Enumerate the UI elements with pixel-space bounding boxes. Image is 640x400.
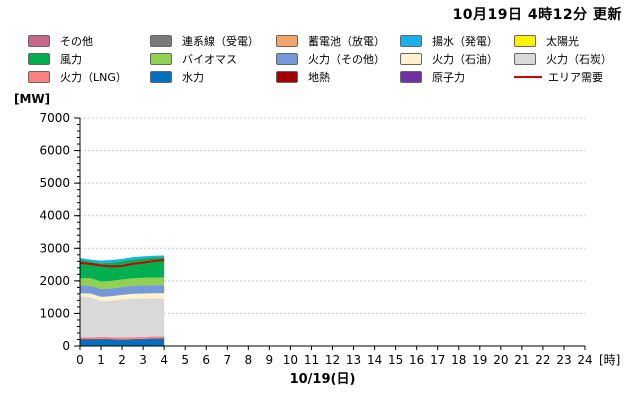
- x-tick-label: 17: [430, 353, 445, 367]
- x-unit-label: [時]: [599, 353, 620, 367]
- legend-label: 揚水（発電）: [432, 35, 498, 48]
- area-series: [80, 293, 165, 302]
- legend-item: 火力（その他）: [276, 52, 385, 66]
- y-tick-label: 3000: [39, 241, 70, 255]
- legend-label: バイオマス: [182, 53, 237, 66]
- area-series: [80, 285, 165, 297]
- legend-swatch: [150, 71, 172, 83]
- legend-swatch: [28, 35, 50, 47]
- x-tick-label: 5: [181, 353, 189, 367]
- x-tick-label: 4: [160, 353, 168, 367]
- x-tick-label: 16: [409, 353, 424, 367]
- legend-label: 火力（石油）: [432, 53, 498, 66]
- legend-label: エリア需要: [548, 71, 603, 84]
- legend-swatch: [514, 76, 542, 78]
- legend-swatch: [400, 35, 422, 47]
- x-tick-label: 7: [223, 353, 231, 367]
- legend-label: 地熱: [308, 71, 330, 84]
- legend-label: 水力: [182, 71, 204, 84]
- chart-legend: その他 連系線（受電） 蓄電池（放電） 揚水（発電） 太陽光風力 バイオマス 火力（その他）…: [0, 0, 640, 90]
- legend-item: 連系線（受電）: [150, 34, 259, 48]
- legend-label: 蓄電池（放電）: [308, 35, 385, 48]
- update-timestamp: 10月19日 4時12分 更新: [452, 7, 622, 23]
- area-series: [80, 296, 165, 338]
- legend-label: 火力（LNG）: [60, 71, 127, 84]
- y-axis-unit-label: [MW]: [14, 92, 51, 106]
- legend-swatch: [28, 71, 50, 83]
- area-series: [80, 336, 165, 340]
- x-tick-label: 21: [514, 353, 529, 367]
- legend-label: 火力（石炭）: [546, 53, 612, 66]
- legend-item: その他: [28, 34, 93, 48]
- y-tick-label: 7000: [39, 111, 70, 125]
- x-tick-label: 19: [472, 353, 487, 367]
- legend-swatch: [514, 53, 536, 65]
- legend-swatch: [276, 53, 298, 65]
- y-tick-label: 0: [62, 339, 70, 353]
- y-tick-label: 5000: [39, 176, 70, 190]
- x-tick-label: 1: [97, 353, 105, 367]
- x-tick-label: 0: [76, 353, 84, 367]
- legend-swatch: [28, 53, 50, 65]
- x-tick-label: 10: [283, 353, 298, 367]
- legend-item: 火力（LNG）: [28, 70, 127, 84]
- y-tick-label: 1000: [39, 306, 70, 320]
- x-tick-label: 2: [118, 353, 126, 367]
- legend-swatch: [276, 71, 298, 83]
- legend-label: その他: [60, 35, 93, 48]
- legend-item: 風力: [28, 52, 82, 66]
- x-tick-label: 8: [245, 353, 253, 367]
- legend-item: バイオマス: [150, 52, 237, 66]
- legend-label: 連系線（受電）: [182, 35, 259, 48]
- legend-item: 火力（石炭）: [514, 52, 612, 66]
- x-tick-label: 9: [266, 353, 274, 367]
- legend-swatch: [400, 53, 422, 65]
- legend-swatch: [400, 71, 422, 83]
- x-tick-label: 15: [388, 353, 403, 367]
- y-tick-label: 6000: [39, 144, 70, 158]
- x-tick-label: 11: [304, 353, 319, 367]
- legend-item: 原子力: [400, 70, 465, 84]
- legend-label: 火力（その他）: [308, 53, 385, 66]
- legend-swatch: [150, 53, 172, 65]
- legend-swatch: [150, 35, 172, 47]
- legend-item: 太陽光: [514, 34, 579, 48]
- legend-label: 原子力: [432, 71, 465, 84]
- x-tick-label: 18: [451, 353, 466, 367]
- x-tick-label: 24: [577, 353, 592, 367]
- x-tick-label: 13: [346, 353, 361, 367]
- x-tick-label: 3: [139, 353, 147, 367]
- y-tick-label: 4000: [39, 209, 70, 223]
- area-series: [80, 255, 165, 264]
- legend-label: 風力: [60, 53, 82, 66]
- legend-item: 水力: [150, 70, 204, 84]
- legend-item: 火力（石油）: [400, 52, 498, 66]
- area-series: [80, 277, 165, 289]
- x-tick-label: 23: [556, 353, 571, 367]
- area-demand-line: [79, 259, 165, 268]
- legend-item: 地熱: [276, 70, 330, 84]
- x-tick-label: 6: [202, 353, 210, 367]
- legend-swatch: [514, 35, 536, 47]
- x-tick-label: 12: [325, 353, 340, 367]
- legend-swatch: [276, 35, 298, 47]
- x-axis-label: 10/19(日): [290, 372, 356, 387]
- area-series: [80, 338, 165, 346]
- legend-label: 太陽光: [546, 35, 579, 48]
- x-tick-label: 22: [535, 353, 550, 367]
- y-tick-label: 2000: [39, 274, 70, 288]
- legend-item: 蓄電池（放電）: [276, 34, 385, 48]
- legend-item: 揚水（発電）: [400, 34, 498, 48]
- x-tick-label: 20: [493, 353, 508, 367]
- legend-item: エリア需要: [514, 70, 603, 84]
- x-tick-label: 14: [367, 353, 382, 367]
